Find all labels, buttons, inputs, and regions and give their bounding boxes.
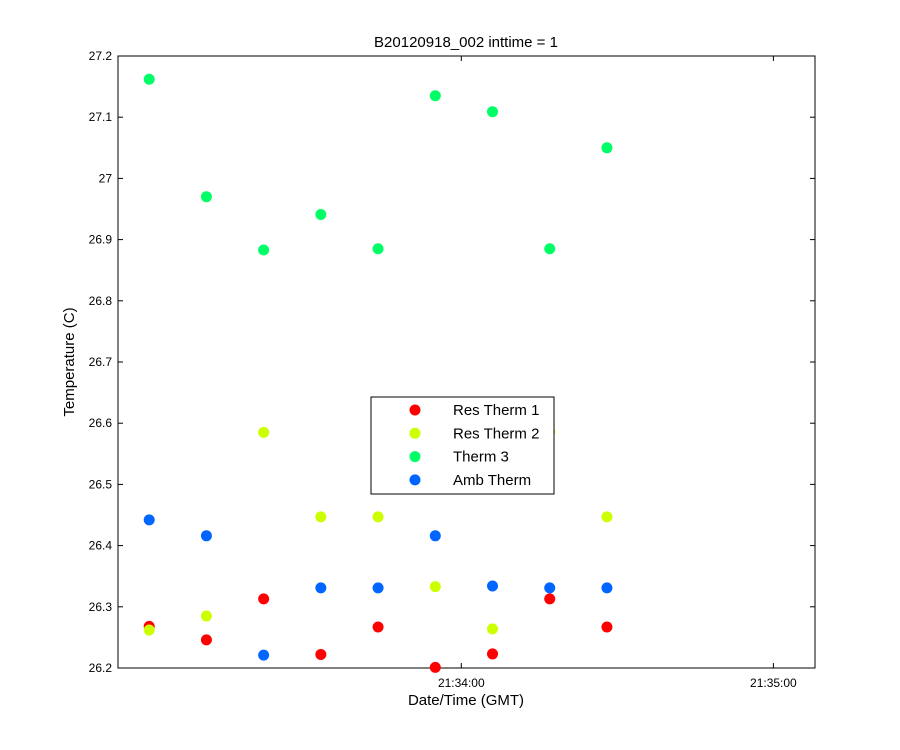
data-point: [143, 514, 155, 526]
data-point: [372, 243, 384, 255]
y-tick-label: 26.6: [89, 416, 113, 430]
data-point: [315, 582, 327, 594]
legend-marker: [409, 474, 421, 486]
legend-label: Therm 3: [453, 449, 509, 466]
data-point: [601, 582, 613, 594]
y-tick-label: 27.1: [89, 110, 113, 124]
data-point: [601, 511, 613, 523]
data-point: [429, 661, 441, 673]
y-tick-label: 26.2: [89, 661, 113, 675]
series-3: [143, 73, 613, 256]
data-point: [429, 581, 441, 593]
data-point: [487, 648, 499, 660]
data-point: [258, 593, 270, 605]
data-point: [487, 623, 499, 635]
data-point: [143, 73, 155, 85]
legend-label: Amb Therm: [453, 472, 531, 489]
data-point: [200, 634, 212, 646]
data-point: [315, 209, 327, 221]
y-axis-label: Temperature (C): [61, 307, 78, 416]
y-tick-label: 27.2: [89, 49, 113, 63]
data-point: [200, 191, 212, 203]
data-point: [372, 582, 384, 594]
legend-box: [370, 396, 555, 495]
y-tick-label: 26.4: [89, 539, 113, 553]
data-point: [258, 649, 270, 661]
data-point: [258, 244, 270, 256]
legend-marker: [409, 427, 421, 439]
series-4: [143, 514, 613, 661]
legend: Res Therm 1 Res Therm 2 Therm 3 Amb Therm: [370, 396, 555, 495]
data-point: [429, 90, 441, 102]
data-point: [601, 621, 613, 633]
data-point: [544, 593, 556, 605]
data-point: [429, 530, 441, 542]
data-point: [487, 106, 499, 118]
legend-label: Res Therm 2: [453, 425, 539, 442]
chart-title: B20120918_002 inttime = 1: [374, 34, 558, 51]
data-point: [372, 621, 384, 633]
y-axis: 26.2 26.3 26.4 26.5 26.6 26.7 26.8 26.9 27 27.1 27…: [89, 49, 815, 675]
x-axis-label: Date/Time (GMT): [408, 692, 524, 709]
data-point: [544, 243, 556, 255]
data-point: [487, 580, 499, 592]
x-tick-label: 21:35:00: [750, 676, 797, 690]
data-point: [544, 582, 556, 594]
data-point: [372, 511, 384, 523]
y-tick-label: 27: [99, 171, 113, 185]
x-axis: 21:34:00 21:35:00: [438, 56, 797, 690]
y-tick-label: 26.7: [89, 355, 113, 369]
x-tick-label: 21:34:00: [438, 676, 485, 690]
legend-marker: [409, 451, 421, 463]
plot-area: [117, 55, 816, 669]
data-point: [315, 511, 327, 523]
legend-label: Res Therm 1: [453, 402, 539, 419]
data-point: [143, 624, 155, 636]
data-point: [200, 530, 212, 542]
data-point: [258, 426, 270, 438]
legend-marker: [409, 404, 421, 416]
data-point: [601, 142, 613, 154]
data-point: [315, 649, 327, 661]
data-points: [143, 73, 613, 673]
data-point: [200, 610, 212, 622]
y-tick-label: 26.8: [89, 294, 113, 308]
y-tick-label: 26.3: [89, 600, 113, 614]
y-tick-label: 26.5: [89, 477, 113, 491]
y-tick-label: 26.9: [89, 233, 113, 247]
